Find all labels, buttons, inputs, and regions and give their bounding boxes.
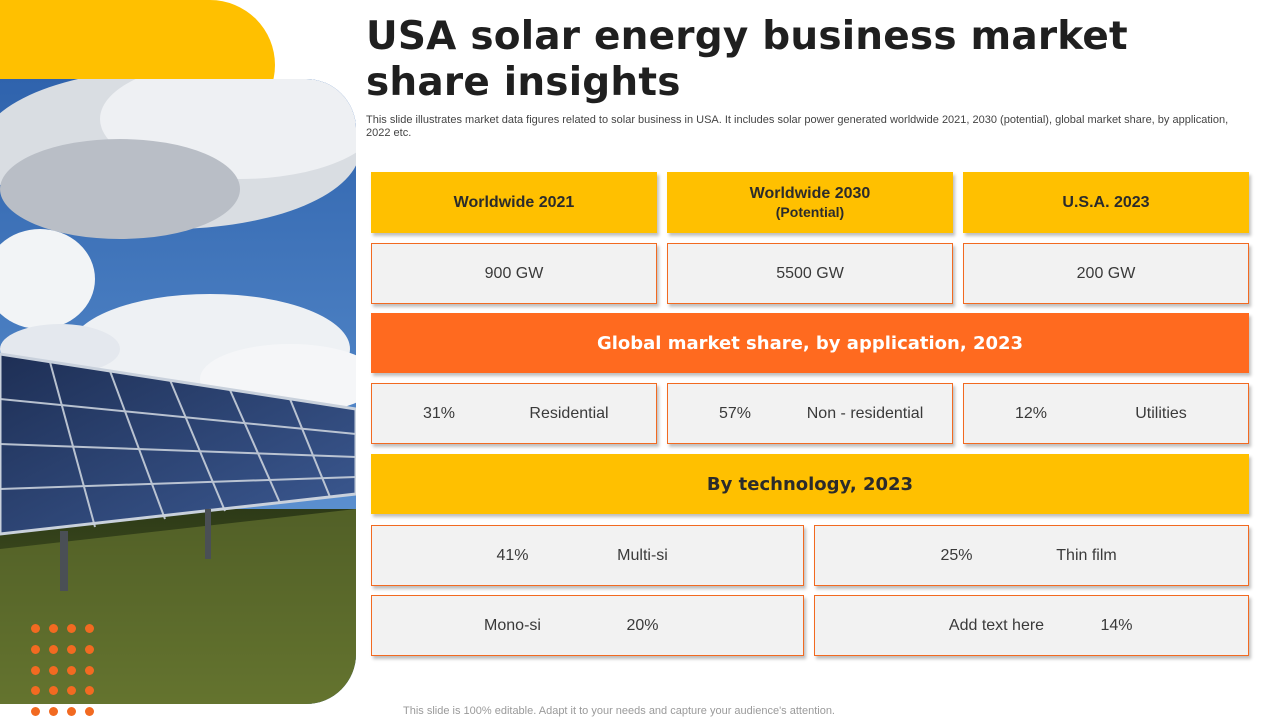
header-label: Worldwide 2030 xyxy=(749,184,871,202)
solar-panel-photo xyxy=(0,79,356,704)
decorative-dot-grid xyxy=(31,624,101,720)
technology-item-add-text: Add text here 14% xyxy=(814,595,1249,656)
header-label: Worldwide 2021 xyxy=(453,193,575,211)
application-item-residential: 31% Residential xyxy=(371,383,657,444)
application-percent: 57% xyxy=(718,404,752,422)
value-text: 5500 GW xyxy=(776,264,844,282)
application-heading: Global market share, by application, 202… xyxy=(596,332,1024,354)
technology-first: 25% xyxy=(940,546,973,564)
technology-second: 20% xyxy=(626,616,659,634)
slide-title: USA solar energy business market share i… xyxy=(366,14,1128,105)
header-sublabel: (Potential) xyxy=(775,203,845,220)
technology-item-thin-film: 25% Thin film xyxy=(814,525,1249,586)
technology-first: Mono-si xyxy=(484,616,541,634)
technology-second: Thin film xyxy=(1056,546,1117,564)
application-percent: 12% xyxy=(1014,404,1048,422)
value-usa-2023: 200 GW xyxy=(963,243,1249,304)
header-usa-2023: U.S.A. 2023 xyxy=(963,172,1249,233)
application-label: Residential xyxy=(529,404,609,422)
technology-second: 14% xyxy=(1100,616,1133,634)
technology-item-mono-si: Mono-si 20% xyxy=(371,595,804,656)
value-worldwide-2021: 900 GW xyxy=(371,243,657,304)
application-label: Utilities xyxy=(1135,404,1187,422)
slide-footer: This slide is 100% editable. Adapt it to… xyxy=(403,705,835,717)
header-label: U.S.A. 2023 xyxy=(1062,193,1150,211)
technology-second: Multi-si xyxy=(617,546,668,564)
header-worldwide-2030: Worldwide 2030 (Potential) xyxy=(667,172,953,233)
technology-item-multi-si: 41% Multi-si xyxy=(371,525,804,586)
technology-first: Add text here xyxy=(948,616,1045,634)
application-label: Non - residential xyxy=(806,404,924,422)
technology-heading: By technology, 2023 xyxy=(706,473,914,495)
value-text: 200 GW xyxy=(1076,264,1136,282)
header-worldwide-2021: Worldwide 2021 xyxy=(371,172,657,233)
value-text: 900 GW xyxy=(484,264,544,282)
application-percent: 31% xyxy=(422,404,456,422)
value-worldwide-2030: 5500 GW xyxy=(667,243,953,304)
application-heading-band: Global market share, by application, 202… xyxy=(371,313,1249,373)
application-item-utilities: 12% Utilities xyxy=(963,383,1249,444)
slide-subtitle: This slide illustrates market data figur… xyxy=(366,114,1229,139)
technology-first: 41% xyxy=(496,546,529,564)
technology-heading-band: By technology, 2023 xyxy=(371,454,1249,514)
application-item-non-residential: 57% Non - residential xyxy=(667,383,953,444)
